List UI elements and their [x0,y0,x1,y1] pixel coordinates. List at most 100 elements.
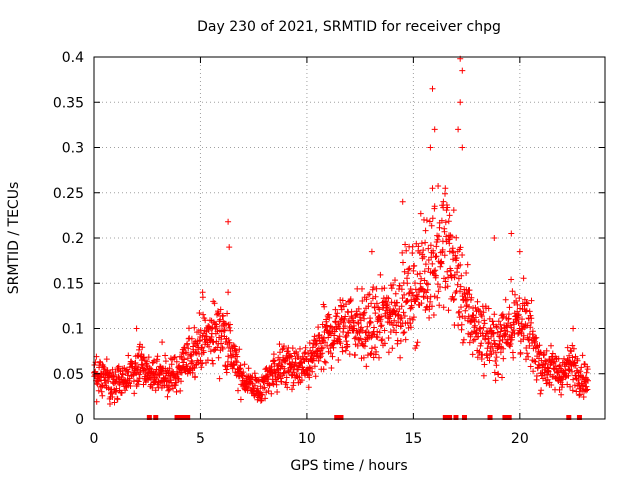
data-point [481,320,488,327]
data-point [449,248,456,255]
data-point [133,370,140,377]
data-point [342,334,349,341]
data-point [402,241,409,248]
data-point [418,300,425,307]
data-point [183,350,190,357]
data-point [445,236,452,243]
data-point [356,329,363,336]
data-point [408,304,415,311]
data-point [342,347,349,354]
data-point [396,282,403,289]
gap-marker [506,415,512,420]
gap-marker [178,415,184,420]
data-point [135,378,142,385]
gap-marker [502,415,508,420]
data-point [171,355,178,361]
data-point [196,310,203,316]
data-point [376,306,383,313]
data-point [440,198,447,205]
data-point [491,311,498,318]
data-point [389,345,396,352]
data-point [443,207,450,214]
data-point [324,342,331,349]
data-point [245,365,252,372]
data-point [444,268,451,275]
data-point [372,293,379,300]
gap-marker [453,415,459,420]
x-axis-label: GPS time / hours [290,458,407,474]
data-point [510,327,517,334]
data-point [113,385,120,392]
data-point [549,350,556,357]
data-point [463,270,470,276]
data-point [210,360,216,367]
data-point [173,358,180,365]
data-point [509,288,516,295]
data-point [97,373,104,380]
data-point [523,345,530,351]
data-point [226,324,233,331]
gap-marker [185,415,191,420]
data-point [311,363,318,370]
data-point [177,387,184,394]
data-point [561,355,567,362]
data-point [294,366,301,373]
data-point [227,321,233,328]
grid-lines [94,57,605,419]
data-point [234,353,241,360]
y-tick-label: 0.05 [53,367,84,383]
data-point [317,353,324,360]
gap-marker [334,415,340,420]
data-point [328,365,335,371]
data-point [101,364,108,371]
y-tick-label: 0.3 [62,141,84,157]
data-point [365,303,372,310]
data-point [336,338,343,345]
data-points [91,55,591,407]
data-point [224,310,231,317]
data-point [337,340,344,347]
data-point [528,315,535,322]
data-point [283,374,290,381]
data-point [114,396,121,403]
data-point [525,353,532,360]
data-point [171,354,178,360]
data-point [450,207,457,214]
data-point [457,283,464,290]
data-point [120,371,126,378]
data-point [395,319,402,326]
data-point [486,357,493,364]
x-tick-label: 5 [196,431,205,447]
gap-marker [153,415,159,420]
data-point [397,338,404,344]
data-point [215,310,222,317]
data-point [200,349,207,356]
data-point [211,347,218,354]
data-point [304,371,311,378]
data-point [532,358,539,365]
data-point [357,311,364,318]
data-point [319,350,326,357]
data-point [191,365,198,371]
data-point [414,271,421,278]
data-point [422,261,429,268]
data-point [376,329,383,336]
data-point [225,218,232,225]
data-point [159,339,166,346]
data-point [118,389,125,396]
data-point [526,336,533,343]
data-point [441,275,447,282]
data-point [284,384,291,391]
data-point [441,228,448,235]
data-point [495,371,502,378]
chart-title: Day 230 of 2021, SRMTID for receiver chp… [197,19,501,35]
data-point [429,303,435,310]
data-point [399,295,406,302]
gap-markers [146,415,582,420]
data-point [543,380,550,387]
data-point [554,369,561,376]
data-point [334,310,341,317]
data-point [230,342,237,349]
data-point [428,222,435,229]
data-point [370,354,377,361]
